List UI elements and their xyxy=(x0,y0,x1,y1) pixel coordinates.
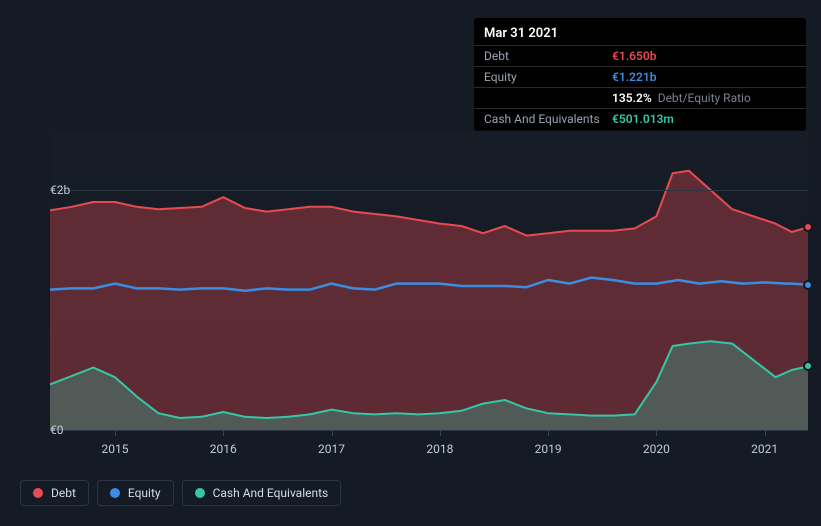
x-tick-mark xyxy=(332,430,333,436)
x-tick-mark xyxy=(656,430,657,436)
legend-label: Debt xyxy=(51,486,76,500)
x-axis-label: 2018 xyxy=(426,442,453,456)
x-axis-label: 2017 xyxy=(318,442,345,456)
legend-swatch xyxy=(110,488,120,498)
x-tick-mark xyxy=(115,430,116,436)
tooltip-row-label: Debt xyxy=(484,49,612,63)
tooltip-row: Debt€1.650b xyxy=(474,45,806,66)
legend: Debt Equity Cash And Equivalents xyxy=(20,480,341,506)
series-end-marker xyxy=(803,280,813,290)
tooltip-date: Mar 31 2021 xyxy=(474,20,806,45)
legend-label: Cash And Equivalents xyxy=(213,486,329,500)
tooltip-row-extra: Debt/Equity Ratio xyxy=(658,91,751,105)
series-end-marker xyxy=(803,361,813,371)
legend-label: Equity xyxy=(128,486,161,500)
tooltip-row-label xyxy=(484,91,612,105)
x-tick-mark xyxy=(223,430,224,436)
tooltip-panel: Mar 31 2021 Debt€1.650bEquity€1.221b135.… xyxy=(474,18,806,131)
x-axis-label: 2021 xyxy=(751,442,778,456)
x-tick-mark xyxy=(765,430,766,436)
x-axis: 2015 2016 2017 2018 2019 2020 2021 xyxy=(50,430,808,460)
legend-swatch xyxy=(33,488,43,498)
x-axis-label: 2019 xyxy=(535,442,562,456)
chart-area: €0€2b 2015201620172018201920202021 xyxy=(20,120,810,440)
x-tick-mark xyxy=(440,430,441,436)
tooltip-row: Equity€1.221b xyxy=(474,66,806,87)
legend-item-debt[interactable]: Debt xyxy=(20,480,89,506)
x-axis-label: 2015 xyxy=(101,442,128,456)
tooltip-row-value: €1.650b xyxy=(612,49,656,63)
x-tick-mark xyxy=(548,430,549,436)
x-axis-label: 2020 xyxy=(643,442,670,456)
tooltip-row-value: 135.2% xyxy=(612,91,652,105)
tooltip-row-label: Equity xyxy=(484,70,612,84)
series-end-marker xyxy=(803,222,813,232)
tooltip-row: 135.2% Debt/Equity Ratio xyxy=(474,87,806,108)
tooltip-row-value: €1.221b xyxy=(612,70,656,84)
x-axis-label: 2016 xyxy=(210,442,237,456)
legend-item-equity[interactable]: Equity xyxy=(97,480,174,506)
gridline xyxy=(50,190,808,191)
plot-region[interactable] xyxy=(50,130,808,430)
legend-swatch xyxy=(195,488,205,498)
legend-item-cash-and-equivalents[interactable]: Cash And Equivalents xyxy=(182,480,342,506)
